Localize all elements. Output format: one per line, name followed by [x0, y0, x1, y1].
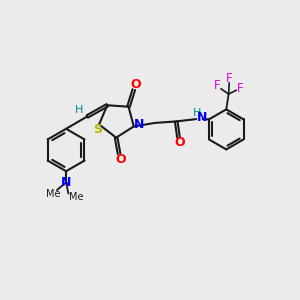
Text: O: O — [130, 78, 141, 91]
Text: F: F — [236, 82, 243, 95]
Text: F: F — [226, 72, 232, 85]
Text: Me: Me — [46, 189, 60, 199]
Text: N: N — [197, 111, 207, 124]
Text: O: O — [174, 136, 185, 149]
Text: S: S — [93, 123, 102, 136]
Text: N: N — [134, 118, 144, 131]
Text: N: N — [61, 176, 71, 189]
Text: F: F — [214, 79, 221, 92]
Text: O: O — [115, 153, 126, 166]
Text: H: H — [193, 108, 201, 118]
Text: H: H — [75, 105, 83, 115]
Text: Me: Me — [69, 192, 83, 202]
